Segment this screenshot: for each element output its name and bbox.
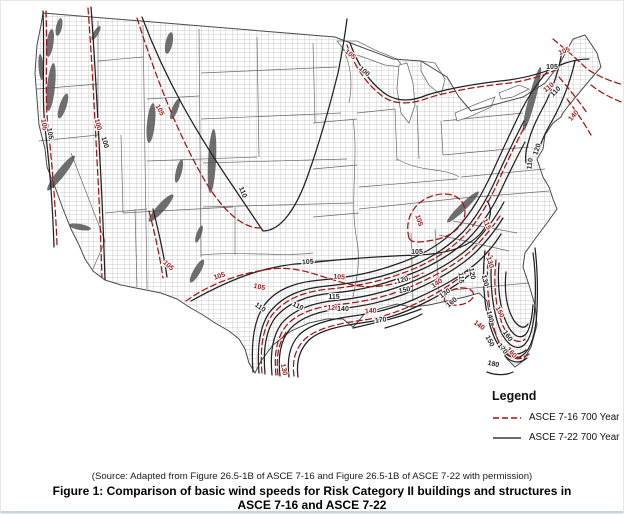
source-attribution: (Source: Adapted from Figure 26.5-1B of … [91,471,533,482]
county-texture [35,13,601,373]
solid-black-line-sample [493,436,521,439]
legend-label-asce-7-22: ASCE 7-22 700 Year [529,432,620,443]
contour-label-asce722: 120 [396,276,409,286]
contours-asce-7-22 [42,6,590,378]
state-boundaries [36,21,550,302]
contour-label-asce722: 105 [546,64,558,71]
legend-item-asce-7-16: ASCE 7-16 700 Year [492,412,623,423]
contour-label-asce716: 120 [327,305,339,313]
dashed-red-line-sample [493,416,521,419]
contour-label-asce722: 120 [467,267,476,280]
contour-label-asce722: 110 [526,158,535,170]
contour-label-asce716: 140 [472,320,486,332]
contour-label-asce716: 140 [365,308,377,316]
contour-label-asce716: 100 [93,118,103,131]
contour-label-asce722: 100 [99,136,109,149]
contour-label-asce722: 115 [328,294,339,301]
contour-label-asce722: 115 [457,272,465,284]
contour-label-asce722: 140 [485,310,495,323]
contours-asce-7-16 [45,7,623,377]
contour-label-asce722: 130 [480,274,490,287]
legend-title: Legend [492,389,537,403]
legend: Legend ASCE 7-16 700 Year ASCE 7-22 700 … [492,389,623,443]
lake-erie [454,96,496,122]
contour-label-asce716: 105 [253,283,266,292]
contour-label-asce716: 140 [567,109,580,122]
contour-label-asce716: 105 [39,119,48,132]
contour-label-asce716: 130 [279,363,288,376]
figure-caption-line1: Figure 1: Comparison of basic wind speed… [52,484,572,498]
us-outline [34,12,602,375]
great-lakes [336,40,530,124]
contour-label-asce722: 140 [337,306,349,313]
figure-caption-line2: ASCE 7-16 and ASCE 7-22 [237,498,387,512]
contour-label-asce722: 105 [411,249,423,256]
contour-label-asce722: 170 [375,316,388,325]
lake-ontario [498,84,530,100]
contour-label-asce722: 105 [45,127,54,140]
contour-label-asce722: 105 [302,259,314,267]
contour-label-asce722: 180 [487,360,500,369]
special-wind-regions [38,18,542,283]
lake-michigan [396,62,416,124]
legend-label-asce-7-16: ASCE 7-16 700 Year [529,412,620,423]
window-bottom-edge [1,511,623,513]
contour-label-asce716: 105 [333,274,345,282]
contour-label-asce722: 150 [398,286,411,295]
us-wind-speed-map: 105 100 105 105 105 110 140 115 105 105 105 105 105 1… [1,1,623,463]
us-landmass [35,13,601,373]
legend-item-asce-7-22: ASCE 7-22 700 Year [492,432,623,443]
